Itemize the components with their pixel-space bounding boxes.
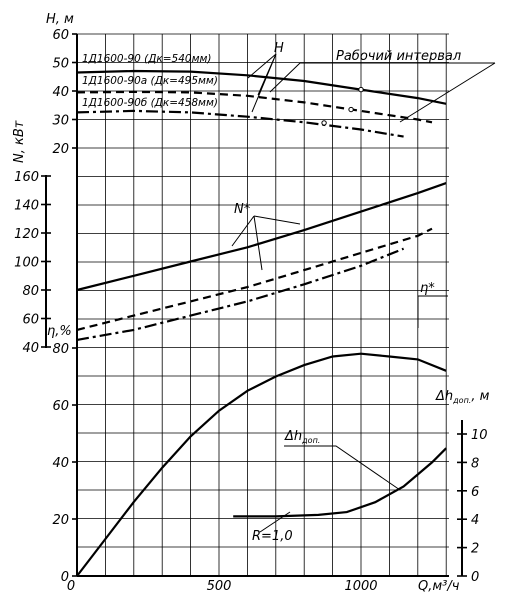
n-tick-label: 120 (14, 227, 39, 242)
curves (76, 69, 447, 577)
curve-N-dashdot (76, 247, 405, 341)
h-tick-label: 40 (52, 85, 69, 100)
q-tick-label: 1000 (344, 579, 377, 594)
grid (77, 33, 449, 576)
h-tick-label: 30 (52, 114, 69, 129)
work-interval-label: Рабочий интервал (336, 49, 461, 64)
h-tick-label: 20 (52, 142, 69, 157)
operating-point-marker (358, 86, 364, 93)
dh-tick-label: 6 (471, 485, 479, 500)
eta-tick-label: 80 (52, 342, 69, 357)
dh-annotation: Δhдоп. (284, 429, 320, 445)
curve-H-dash (76, 90, 433, 124)
eta-tick-label: 0 (61, 570, 69, 585)
eta-annotation: η* (420, 281, 435, 296)
eta-axis-label: η,% (47, 324, 72, 339)
q-tick-label: 500 (207, 579, 232, 594)
h-tick-label: 60 (52, 28, 69, 43)
n-tick-label: 160 (14, 170, 39, 185)
dh-axis-label: Δhдоп., м (435, 389, 490, 405)
dh-tick-label: 0 (471, 570, 479, 585)
n-annotation: N* (234, 202, 251, 217)
n-tick-label: 100 (14, 256, 39, 271)
n-axis-label: N, кВт (12, 120, 27, 163)
curve-N-solid (76, 182, 447, 292)
q-tick-label: 0 (67, 579, 75, 594)
dh-axis-label-unit: , м (471, 389, 489, 404)
h-leader (247, 53, 277, 113)
curve-N-dash (76, 227, 433, 331)
n-tick-label: 80 (22, 284, 39, 299)
dh-annotation-sub: доп. (301, 436, 320, 445)
eta-tick-label: 20 (52, 513, 69, 528)
dh-axis-label-sub: доп. (452, 396, 471, 405)
series-label: 1Д1600-90б (Дк=458мм) (82, 97, 218, 109)
h-annotation: H (274, 41, 284, 56)
dh-leader (284, 445, 401, 491)
eta-leader (417, 295, 448, 328)
series-label: 1Д1600-90а (Дк=495мм) (82, 75, 218, 87)
r-leader (259, 511, 291, 533)
dh-tick-label: 8 (471, 456, 479, 471)
n-tick-label: 60 (22, 313, 39, 328)
dh-tick-label: 4 (471, 513, 479, 528)
series-label: 1Д1600-90 (Дк=540мм) (82, 53, 212, 65)
operating-point-marker (321, 120, 327, 126)
curve-dh-solid (233, 447, 447, 518)
work-interval-leader (269, 62, 496, 123)
h-tick-label: 50 (52, 57, 69, 72)
annotations: 1Д1600-90 (Дк=540мм) 1Д1600-90а (Дк=495мм… (82, 41, 496, 544)
axes (45, 34, 463, 577)
n-leader (231, 215, 301, 271)
dh-tick-label: 2 (471, 542, 479, 557)
h-axis-label: H, м (46, 12, 74, 27)
curve-H-solid (76, 69, 447, 105)
eta-tick-label: 60 (52, 399, 69, 414)
n-tick-label: 140 (14, 199, 39, 214)
dh-tick-label: 10 (471, 428, 488, 443)
operating-point-marker (348, 106, 354, 113)
curve-H-dashdot (76, 109, 404, 138)
eta-tick-label: 40 (52, 456, 69, 471)
curve-eta-solid (76, 352, 447, 577)
n-tick-label: 40 (22, 341, 39, 356)
q-axis-label: Q,м³/ч (418, 579, 460, 594)
r-annotation: R=1,0 (252, 529, 293, 544)
